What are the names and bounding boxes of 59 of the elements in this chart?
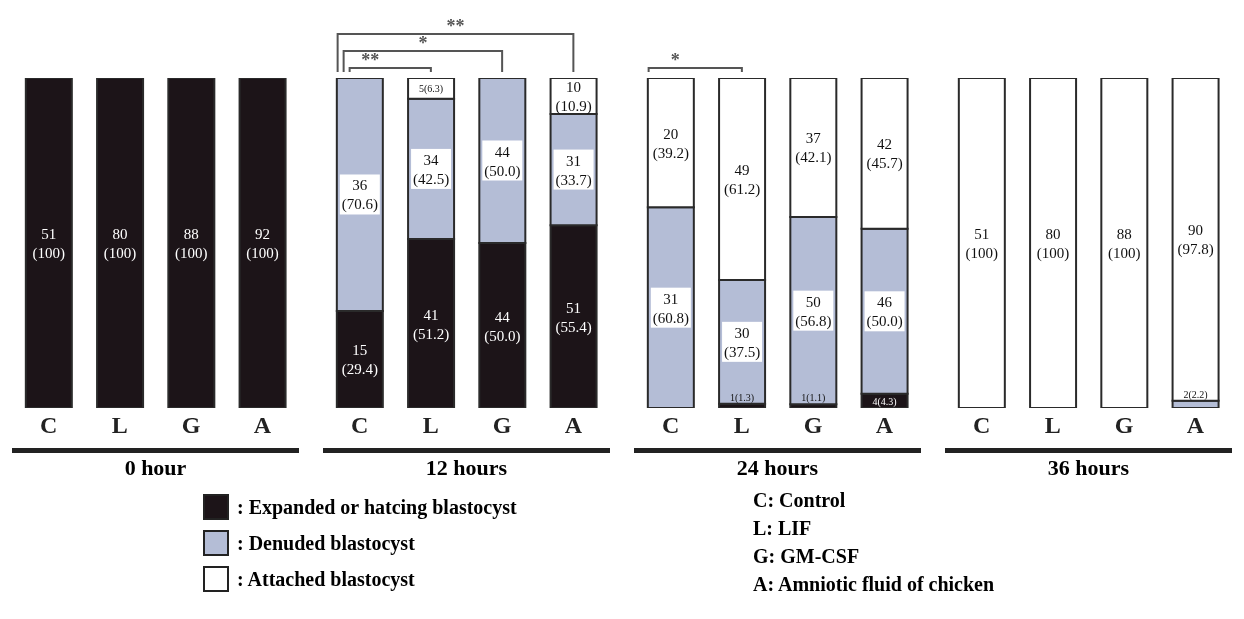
legend-label: : Expanded or hatcing blastocyst	[237, 495, 517, 519]
data-label: 36 (70.6)	[341, 177, 378, 214]
x-axis-title: 24 hours	[634, 448, 921, 481]
text: A: Amniotic fluid of chicken	[753, 573, 995, 597]
text: L: LIF	[753, 517, 813, 541]
data-label: 1(1.1)	[801, 392, 826, 405]
data-label: 44 (50.0)	[484, 143, 521, 180]
data-label: 4(4.3)	[872, 395, 897, 408]
x-tick-label: A	[253, 412, 272, 439]
data-label: 1(1.3)	[729, 391, 755, 404]
x-tick-label: C	[350, 412, 369, 439]
data-label: 10 (10.9)	[555, 78, 592, 115]
legend-label: : Attached blastocyst	[237, 567, 415, 591]
x-tick-label: A	[1186, 412, 1205, 439]
x-tick-label: L	[111, 412, 128, 439]
x-tick-label: L	[422, 412, 439, 439]
x-axis-title: 12 hours	[323, 448, 610, 481]
x-tick-label: C	[972, 412, 991, 439]
data-label: 51 (100)	[965, 226, 999, 262]
data-label: 2(2.2)	[1183, 388, 1208, 401]
x-tick-label: L	[733, 412, 750, 439]
data-label: 88 (100)	[1108, 226, 1141, 262]
data-label: 80 (100)	[1036, 226, 1070, 262]
x-tick-label: G	[181, 412, 201, 439]
data-label: 20 (39.2)	[652, 125, 689, 162]
data-label: 42 (45.7)	[866, 136, 903, 173]
x-axis-title: 36 hours	[945, 448, 1232, 481]
data-label: 49 (61.2)	[723, 161, 761, 198]
data-label: 31 (33.7)	[555, 152, 592, 189]
data-label: 37 (42.1)	[795, 130, 832, 167]
x-tick-label: C	[39, 412, 58, 439]
x-tick-label: L	[1044, 412, 1061, 439]
text: G: GM-CSF	[753, 545, 861, 569]
data-label: 88 (100)	[175, 226, 208, 262]
data-label: 41 (51.2)	[412, 306, 450, 343]
x-tick-label: G	[1114, 412, 1134, 439]
data-label: 46 (50.0)	[866, 294, 903, 331]
data-label: 80 (100)	[103, 226, 137, 262]
data-label: 15 (29.4)	[341, 342, 378, 379]
data-label: 90 (97.8)	[1177, 222, 1214, 259]
x-tick-label: A	[875, 412, 894, 439]
significance-bracket: *	[647, 50, 743, 72]
data-label: 31 (60.8)	[652, 290, 689, 327]
x-tick-label: C	[661, 412, 680, 439]
data-label: 34 (42.5)	[412, 151, 450, 188]
data-label: 44 (50.0)	[484, 308, 521, 345]
significance-bracket: **	[348, 50, 432, 72]
data-label: 50 (56.8)	[795, 293, 832, 330]
data-label: 30 (37.5)	[723, 324, 761, 361]
x-tick-label: G	[803, 412, 823, 439]
data-label: 51 (100)	[32, 226, 66, 262]
data-label: 92 (100)	[246, 226, 279, 262]
x-tick-label: G	[492, 412, 512, 439]
x-axis-title: 0 hour	[12, 448, 299, 481]
legend-label: : Denuded blastocyst	[237, 531, 415, 555]
data-label: 5(6.3)	[418, 83, 444, 96]
data-label: 51 (55.4)	[555, 299, 592, 336]
text: C: Control	[753, 489, 847, 513]
x-tick-label: A	[564, 412, 583, 439]
